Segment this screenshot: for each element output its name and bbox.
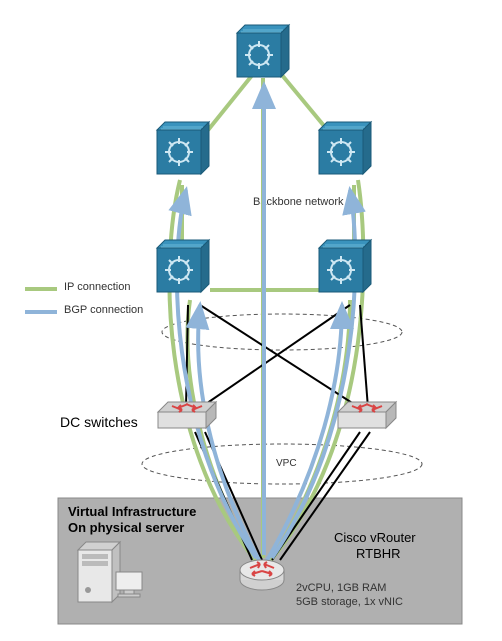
core-switch-ml — [157, 122, 209, 174]
core-switch-top — [237, 25, 289, 77]
dc-switch-right — [338, 402, 396, 428]
ellipse-lower — [142, 444, 422, 484]
core-switch-mr — [319, 122, 371, 174]
router-icon — [240, 560, 284, 590]
infra-title-2: On physical server — [68, 520, 184, 535]
dc-switch-left — [158, 402, 216, 428]
router-spec-2: 5GB storage, 1x vNIC — [296, 596, 403, 608]
core-switch-br — [319, 240, 371, 292]
infra-title-1: Virtual Infrastructure — [68, 504, 196, 519]
router-spec-1: 2vCPU, 1GB RAM — [296, 582, 386, 594]
router-title-2: RTBHR — [356, 546, 401, 561]
router-title-1: Cisco vRouter — [334, 530, 416, 545]
network-diagram — [0, 0, 502, 641]
core-switch-bl — [157, 240, 209, 292]
